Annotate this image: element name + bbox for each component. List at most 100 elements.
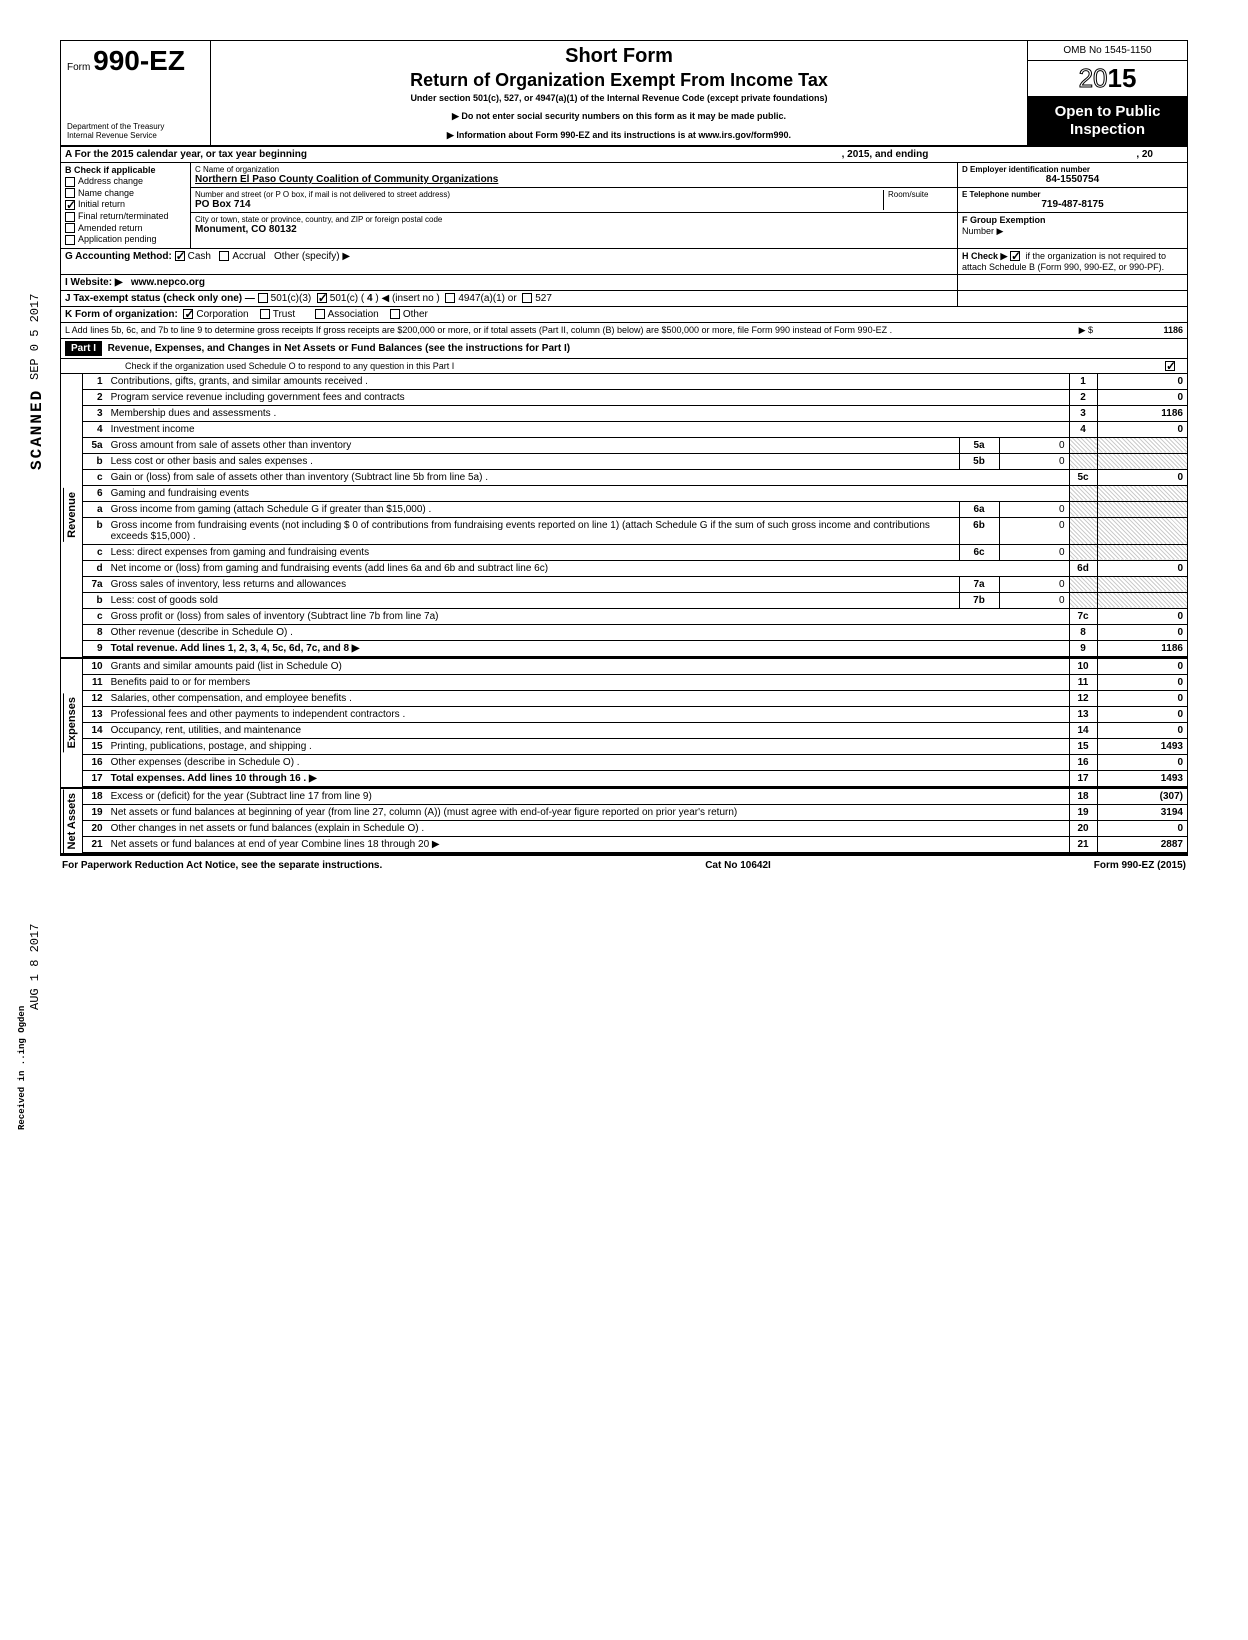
check-accrual[interactable] bbox=[219, 251, 229, 261]
line-description: Other changes in net assets or fund bala… bbox=[107, 820, 1069, 836]
ein: 84-1550754 bbox=[962, 174, 1183, 185]
line-number: 13 bbox=[83, 706, 107, 722]
line-description: Total revenue. Add lines 1, 2, 3, 4, 5c,… bbox=[107, 640, 1069, 656]
check-final-return[interactable]: Final return/terminated bbox=[65, 211, 186, 222]
box-number: 8 bbox=[1069, 624, 1097, 640]
line-number: 11 bbox=[83, 674, 107, 690]
omb-number: OMB No 1545-1150 bbox=[1028, 41, 1187, 61]
amt-shade bbox=[1097, 517, 1187, 544]
netassets-table: 18Excess or (deficit) for the year (Subt… bbox=[83, 789, 1187, 853]
box-number: 5c bbox=[1069, 469, 1097, 485]
row-l-gross-receipts: L Add lines 5b, 6c, and 7b to line 9 to … bbox=[61, 323, 1187, 339]
check-cash[interactable] bbox=[175, 251, 185, 261]
check-application-pending[interactable]: Application pending bbox=[65, 234, 186, 245]
footer-form-no: Form 990-EZ (2015) bbox=[1094, 860, 1186, 871]
amt-shade bbox=[1097, 544, 1187, 560]
footer-cat-no: Cat No 10642I bbox=[705, 860, 771, 871]
line-amount: 1493 bbox=[1097, 770, 1187, 786]
line-number: 16 bbox=[83, 754, 107, 770]
subtitle: Under section 501(c), 527, or 4947(a)(1)… bbox=[219, 93, 1019, 103]
check-initial-return[interactable]: Initial return bbox=[65, 199, 186, 210]
check-h[interactable] bbox=[1010, 251, 1020, 261]
inner-box-label: 7b bbox=[959, 592, 999, 608]
line-description: Membership dues and assessments . bbox=[107, 405, 1069, 421]
website: www.nepco.org bbox=[131, 277, 205, 288]
box-shade bbox=[1069, 485, 1097, 501]
line-amount: 0 bbox=[1097, 469, 1187, 485]
line-number: 8 bbox=[83, 624, 107, 640]
box-number: 20 bbox=[1069, 820, 1097, 836]
line-description: Contributions, gifts, grants, and simila… bbox=[107, 374, 1069, 390]
box-number: 17 bbox=[1069, 770, 1097, 786]
line-description: Printing, publications, postage, and shi… bbox=[107, 738, 1069, 754]
footer-paperwork: For Paperwork Reduction Act Notice, see … bbox=[62, 860, 382, 871]
line-number: c bbox=[83, 469, 107, 485]
line-description: Benefits paid to or for members bbox=[107, 674, 1069, 690]
date-stamp-1: SEP 0 5 2017 bbox=[28, 294, 42, 380]
received-stamp: Received in ..ing Ogden bbox=[18, 1006, 27, 1130]
inner-box-label: 6c bbox=[959, 544, 999, 560]
line-number: a bbox=[83, 501, 107, 517]
line-number: 14 bbox=[83, 722, 107, 738]
check-other-org[interactable] bbox=[390, 309, 400, 319]
address-row: Number and street (or P O box, if mail i… bbox=[191, 188, 957, 213]
inner-amount: 0 bbox=[999, 544, 1069, 560]
section-bcdef: B Check if applicable Address change Nam… bbox=[61, 163, 1187, 249]
inner-amount: 0 bbox=[999, 501, 1069, 517]
line-number: 19 bbox=[83, 804, 107, 820]
line-description: Other revenue (describe in Schedule O) . bbox=[107, 624, 1069, 640]
box-number: 6d bbox=[1069, 560, 1097, 576]
check-amended[interactable]: Amended return bbox=[65, 223, 186, 234]
row-a-tax-year: A For the 2015 calendar year, or tax yea… bbox=[61, 147, 1187, 163]
org-name-row: C Name of organization Northern El Paso … bbox=[191, 163, 957, 188]
line-description: Investment income bbox=[107, 421, 1069, 437]
amt-shade bbox=[1097, 485, 1187, 501]
check-501c[interactable] bbox=[317, 293, 327, 303]
check-corp[interactable] bbox=[183, 309, 193, 319]
line-amount: (307) bbox=[1097, 789, 1187, 805]
line-number: 12 bbox=[83, 690, 107, 706]
check-4947[interactable] bbox=[445, 293, 455, 303]
check-trust[interactable] bbox=[260, 309, 270, 319]
check-501c3[interactable] bbox=[258, 293, 268, 303]
line-description: Occupancy, rent, utilities, and maintena… bbox=[107, 722, 1069, 738]
revenue-section: Revenue 1Contributions, gifts, grants, a… bbox=[61, 374, 1187, 657]
box-number: 3 bbox=[1069, 405, 1097, 421]
line-number: 20 bbox=[83, 820, 107, 836]
line-number: d bbox=[83, 560, 107, 576]
check-assoc[interactable] bbox=[315, 309, 325, 319]
box-number: 1 bbox=[1069, 374, 1097, 390]
form-990ez: Form 990-EZ Department of the Treasury I… bbox=[60, 40, 1188, 856]
check-schedule-o[interactable] bbox=[1165, 361, 1175, 371]
title-short-form: Short Form bbox=[219, 45, 1019, 68]
box-number: 21 bbox=[1069, 837, 1097, 853]
box-number: 15 bbox=[1069, 738, 1097, 754]
amt-shade bbox=[1097, 592, 1187, 608]
line-amount: 0 bbox=[1097, 659, 1187, 675]
box-shade bbox=[1069, 437, 1097, 453]
note-info: ▶ Information about Form 990-EZ and its … bbox=[219, 130, 1019, 141]
line-amount: 1186 bbox=[1097, 405, 1187, 421]
check-address-change[interactable]: Address change bbox=[65, 176, 186, 187]
box-number: 19 bbox=[1069, 804, 1097, 820]
line-description: Gross profit or (loss) from sales of inv… bbox=[107, 608, 1069, 624]
line-description: Grants and similar amounts paid (list in… bbox=[107, 659, 1069, 675]
inner-box-label: 7a bbox=[959, 576, 999, 592]
inner-box-label: 6a bbox=[959, 501, 999, 517]
check-527[interactable] bbox=[522, 293, 532, 303]
line-number: c bbox=[83, 544, 107, 560]
line-number: 6 bbox=[83, 485, 107, 501]
line-description: Gain or (loss) from sale of assets other… bbox=[107, 469, 1069, 485]
line-number: 7a bbox=[83, 576, 107, 592]
amt-shade bbox=[1097, 437, 1187, 453]
box-number: 10 bbox=[1069, 659, 1097, 675]
line-description: Total expenses. Add lines 10 through 16 … bbox=[107, 770, 1069, 786]
part-1-header: Part I Revenue, Expenses, and Changes in… bbox=[61, 339, 1187, 359]
inner-box-label: 5b bbox=[959, 453, 999, 469]
check-name-change[interactable]: Name change bbox=[65, 188, 186, 199]
line-amount: 1186 bbox=[1097, 640, 1187, 656]
dept-treasury: Department of the Treasury Internal Reve… bbox=[67, 123, 204, 141]
line-description: Net assets or fund balances at end of ye… bbox=[107, 837, 1069, 853]
line-number: b bbox=[83, 453, 107, 469]
open-public-badge: Open to Public Inspection bbox=[1028, 97, 1187, 145]
